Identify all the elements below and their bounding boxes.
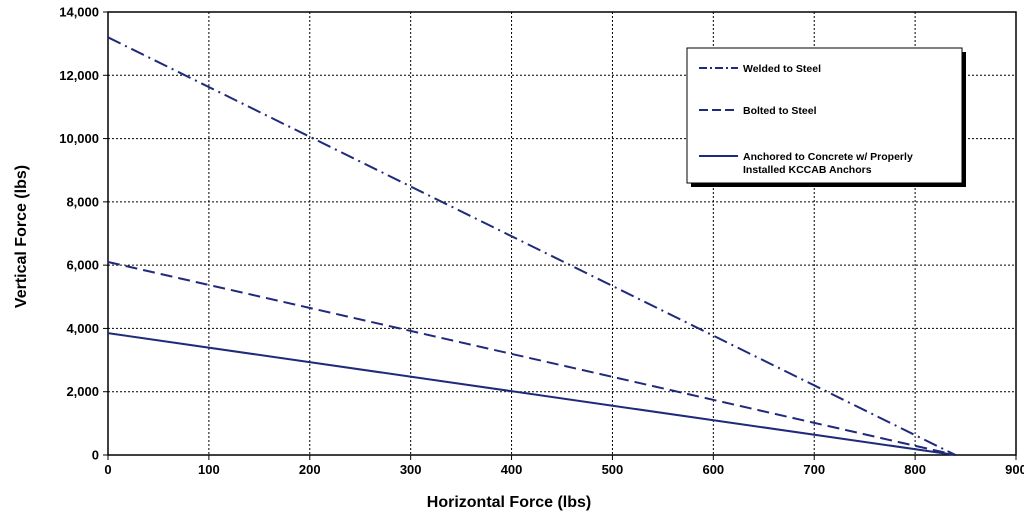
y-tick-label: 14,000 (59, 5, 99, 20)
series-layer (107, 36, 956, 456)
x-tick-label: 0 (104, 462, 111, 477)
x-tick-label: 600 (702, 462, 724, 477)
y-axis-ticks: 0 2,000 4,000 6,000 8,000 10,000 12,000 14,000 (59, 5, 108, 463)
legend-label-3: Installed KCCAB Anchors (743, 164, 872, 176)
x-tick-label: 300 (400, 462, 422, 477)
x-tick-label: 700 (803, 462, 825, 477)
x-tick-label: 800 (904, 462, 926, 477)
y-tick-label: 8,000 (66, 194, 99, 209)
plot-frame (107, 11, 1017, 456)
y-tick-label: 4,000 (66, 321, 99, 336)
y-axis-title: Vertical Force (lbs) (13, 165, 30, 308)
series-line-2 (107, 261, 956, 456)
x-axis-ticks: 0 100 200 300 400 500 600 700 800 900 (104, 455, 1024, 477)
x-tick-label: 900 (1005, 462, 1024, 477)
x-tick-label: 100 (198, 462, 220, 477)
legend-box (686, 47, 963, 184)
y-tick-label: 6,000 (66, 258, 99, 273)
legend-label-3: Anchored to Concrete w/ Properly (743, 151, 913, 163)
x-axis-title: Horizontal Force (lbs) (427, 494, 591, 511)
x-tick-label: 400 (501, 462, 523, 477)
series-line-1 (107, 36, 956, 456)
x-tick-label: 200 (299, 462, 321, 477)
legend-label-1: Welded to Steel (743, 63, 821, 75)
y-tick-label: 12,000 (59, 68, 99, 83)
y-tick-label: 10,000 (59, 131, 99, 146)
series-line-3 (107, 332, 956, 456)
y-tick-label: 0 (92, 448, 99, 463)
legend: Welded to Steel Bolted to Steel Anchored t… (686, 47, 966, 187)
legend-label-2: Bolted to Steel (743, 105, 817, 117)
y-tick-label: 2,000 (66, 384, 99, 399)
x-tick-label: 500 (602, 462, 624, 477)
